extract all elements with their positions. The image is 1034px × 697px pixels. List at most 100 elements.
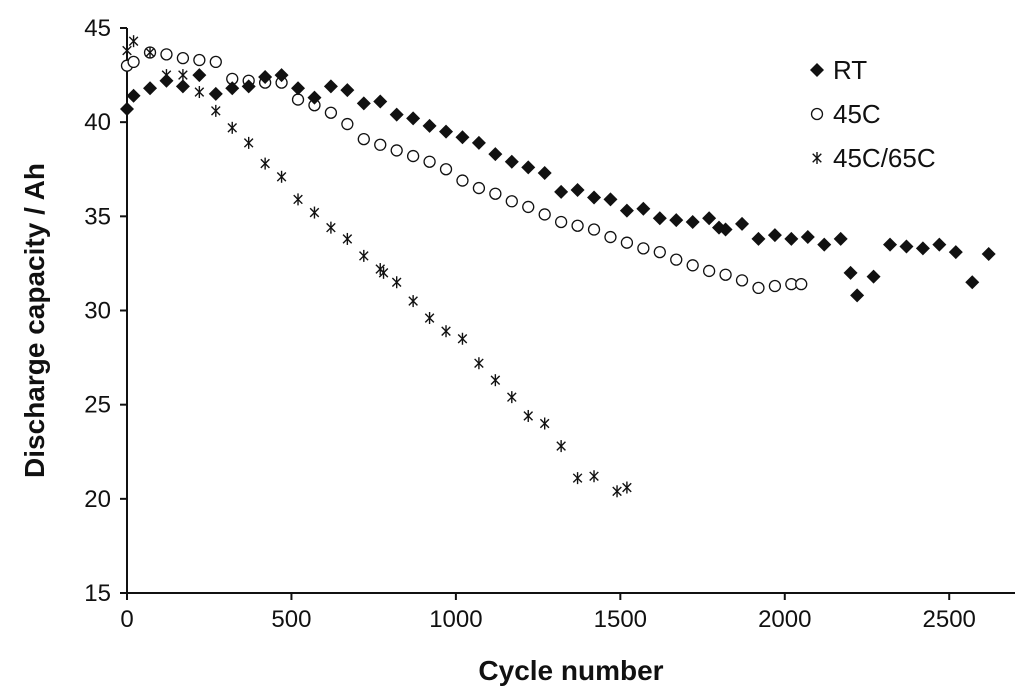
data-point: [122, 44, 132, 57]
data-point: [391, 276, 402, 289]
data-point: [378, 266, 389, 279]
data-point: [128, 35, 139, 48]
data-point: [276, 170, 287, 183]
series-rt: [120, 68, 996, 303]
data-point: [507, 391, 517, 404]
data-point: [843, 265, 858, 280]
data-point: [439, 163, 453, 176]
data-point: [225, 81, 240, 96]
data-point: [258, 69, 273, 84]
data-point: [556, 440, 566, 453]
y-tick-label: 20: [84, 486, 111, 513]
y-tick-label: 25: [84, 392, 111, 419]
data-point: [455, 130, 470, 145]
legend-label: 45C/65C: [833, 143, 936, 173]
data-point: [342, 232, 353, 245]
data-point: [390, 144, 403, 157]
series-45c-65c: [122, 35, 632, 498]
legend: RT 45C 45C/65C: [810, 55, 936, 173]
data-point: [193, 53, 206, 67]
data-point: [537, 166, 552, 181]
data-point: [424, 312, 435, 325]
y-axis-title: Discharge capacity / Ah: [19, 163, 50, 478]
data-point: [357, 132, 370, 146]
data-point: [326, 221, 336, 234]
data-point: [471, 135, 486, 150]
x-tick-label: 1500: [594, 606, 647, 633]
data-point: [653, 245, 666, 259]
data-point: [260, 157, 270, 170]
data-point: [143, 81, 158, 96]
y-tick-label: 30: [84, 298, 111, 325]
data-point: [120, 101, 134, 116]
data-point: [423, 155, 436, 168]
series-45c: [120, 46, 808, 295]
data-point: [685, 214, 700, 229]
data-point: [751, 231, 766, 246]
legend-marker: [812, 152, 822, 164]
legend-marker: [810, 63, 824, 77]
data-point: [637, 242, 650, 255]
x-axis-title: Cycle number: [478, 655, 663, 686]
data-point: [341, 117, 354, 131]
data-point: [208, 86, 223, 101]
data-point: [604, 230, 617, 244]
x-tick-label: 500: [271, 606, 311, 633]
data-point: [948, 245, 963, 260]
data-point: [554, 184, 569, 199]
data-point: [981, 247, 996, 261]
data-point: [324, 106, 338, 119]
data-point: [457, 332, 468, 345]
data-point: [636, 201, 651, 216]
data-point: [817, 237, 832, 252]
data-point: [587, 190, 602, 205]
data-point: [915, 241, 930, 256]
data-point: [323, 79, 338, 94]
data-point: [883, 237, 898, 252]
data-point: [307, 90, 322, 105]
data-point: [718, 222, 733, 237]
data-point: [227, 121, 238, 134]
data-point: [603, 192, 618, 207]
y-tick-label: 45: [84, 15, 111, 42]
y-tick-label: 35: [84, 203, 111, 230]
data-point: [441, 325, 451, 338]
data-point: [127, 55, 140, 69]
data-point: [145, 46, 155, 59]
data-point: [932, 237, 947, 252]
data-point: [768, 279, 782, 293]
data-point: [274, 68, 289, 83]
data-point: [241, 79, 256, 94]
data-point: [291, 81, 306, 96]
data-point: [175, 79, 190, 94]
data-point: [406, 149, 420, 163]
data-point: [735, 274, 749, 287]
axes: 15 20 25 30 35 40 45 0 500 1000 1500 2000 2500: [84, 15, 1015, 633]
data-point: [489, 187, 502, 200]
data-point: [160, 48, 173, 61]
data-point: [194, 86, 205, 99]
data-point: [159, 73, 174, 88]
data-point: [488, 147, 503, 162]
data-point: [408, 295, 418, 308]
data-point: [359, 249, 369, 262]
data-point: [373, 94, 388, 109]
x-tick-label: 2000: [758, 606, 811, 633]
data-point: [833, 231, 848, 246]
data-point: [389, 107, 404, 122]
data-point: [243, 136, 254, 149]
data-point: [472, 181, 486, 195]
data-point: [340, 83, 355, 98]
x-tick-label: 1000: [429, 606, 482, 633]
data-point: [686, 259, 699, 272]
data-point: [670, 253, 683, 266]
data-point: [291, 93, 305, 106]
data-point: [374, 138, 387, 151]
data-point: [784, 231, 799, 246]
data-point: [356, 96, 371, 111]
data-marks: [120, 35, 996, 498]
data-point: [293, 193, 303, 206]
y-tick-label: 15: [84, 580, 111, 607]
data-point: [209, 55, 222, 69]
